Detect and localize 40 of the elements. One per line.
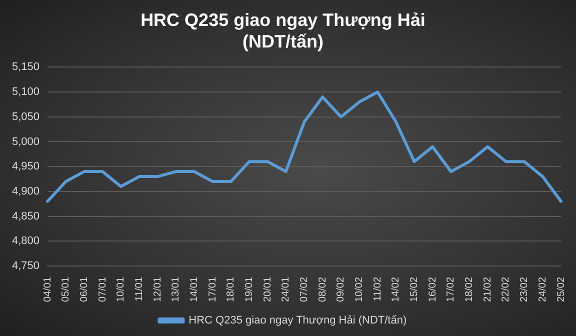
legend-label: HRC Q235 giao ngay Thượng Hải (NDT/tấn) (188, 314, 407, 327)
x-tick-label: 22/02 (500, 276, 512, 302)
x-tick-label: 16/02 (427, 276, 438, 302)
x-tick-label: 05/01 (60, 276, 72, 302)
x-tick-label: 09/02 (336, 276, 347, 302)
x-tick-label: 24/01 (280, 276, 292, 302)
x-tick-label: 11/02 (372, 276, 384, 302)
x-tick-label: 06/01 (78, 276, 90, 302)
x-tick-label: 17/02 (446, 276, 457, 302)
y-tick-label: 5,100 (12, 86, 40, 98)
x-tick-label: 10/02 (354, 276, 366, 302)
y-tick-label: 5,050 (12, 110, 40, 123)
x-tick-label: 25/02 (556, 276, 567, 302)
x-tick-label: 12/01 (152, 276, 164, 302)
x-tick-label: 07/01 (97, 276, 108, 302)
y-tick-label: 4,750 (12, 260, 40, 272)
x-tick-label: 10/01 (116, 276, 127, 302)
x-tick-label: 14/01 (188, 276, 200, 302)
y-tick-label: 5,150 (12, 61, 40, 74)
x-tick-label: 15/02 (409, 276, 420, 302)
x-tick-label: 11/01 (134, 276, 145, 302)
x-tick-label: 21/02 (482, 276, 494, 302)
x-tick-label: 20/01 (262, 276, 274, 302)
x-tick-label: 07/02 (299, 276, 310, 302)
y-tick-label: 5,000 (12, 136, 40, 148)
y-tick-label: 4,950 (12, 160, 40, 173)
x-tick-label: 19/01 (244, 276, 255, 302)
y-tick-label: 4,850 (12, 210, 40, 222)
x-tick-label: 18/01 (226, 276, 237, 302)
x-tick-label: 13/01 (170, 276, 182, 302)
x-tick-label: 08/02 (317, 276, 328, 302)
y-tick-label: 4,900 (12, 185, 40, 198)
x-tick-label: 23/02 (519, 276, 530, 302)
chart-title: HRC Q235 giao ngay Thượng Hải (NDT/tấn) (140, 10, 426, 52)
x-tick-label: 17/01 (207, 276, 218, 302)
x-tick-label: 24/02 (537, 276, 548, 302)
y-tick-label: 4,800 (12, 235, 40, 248)
x-tick-label: 04/01 (42, 276, 54, 302)
x-tick-label: 14/02 (390, 276, 402, 302)
x-tick-label: 18/02 (464, 276, 476, 302)
